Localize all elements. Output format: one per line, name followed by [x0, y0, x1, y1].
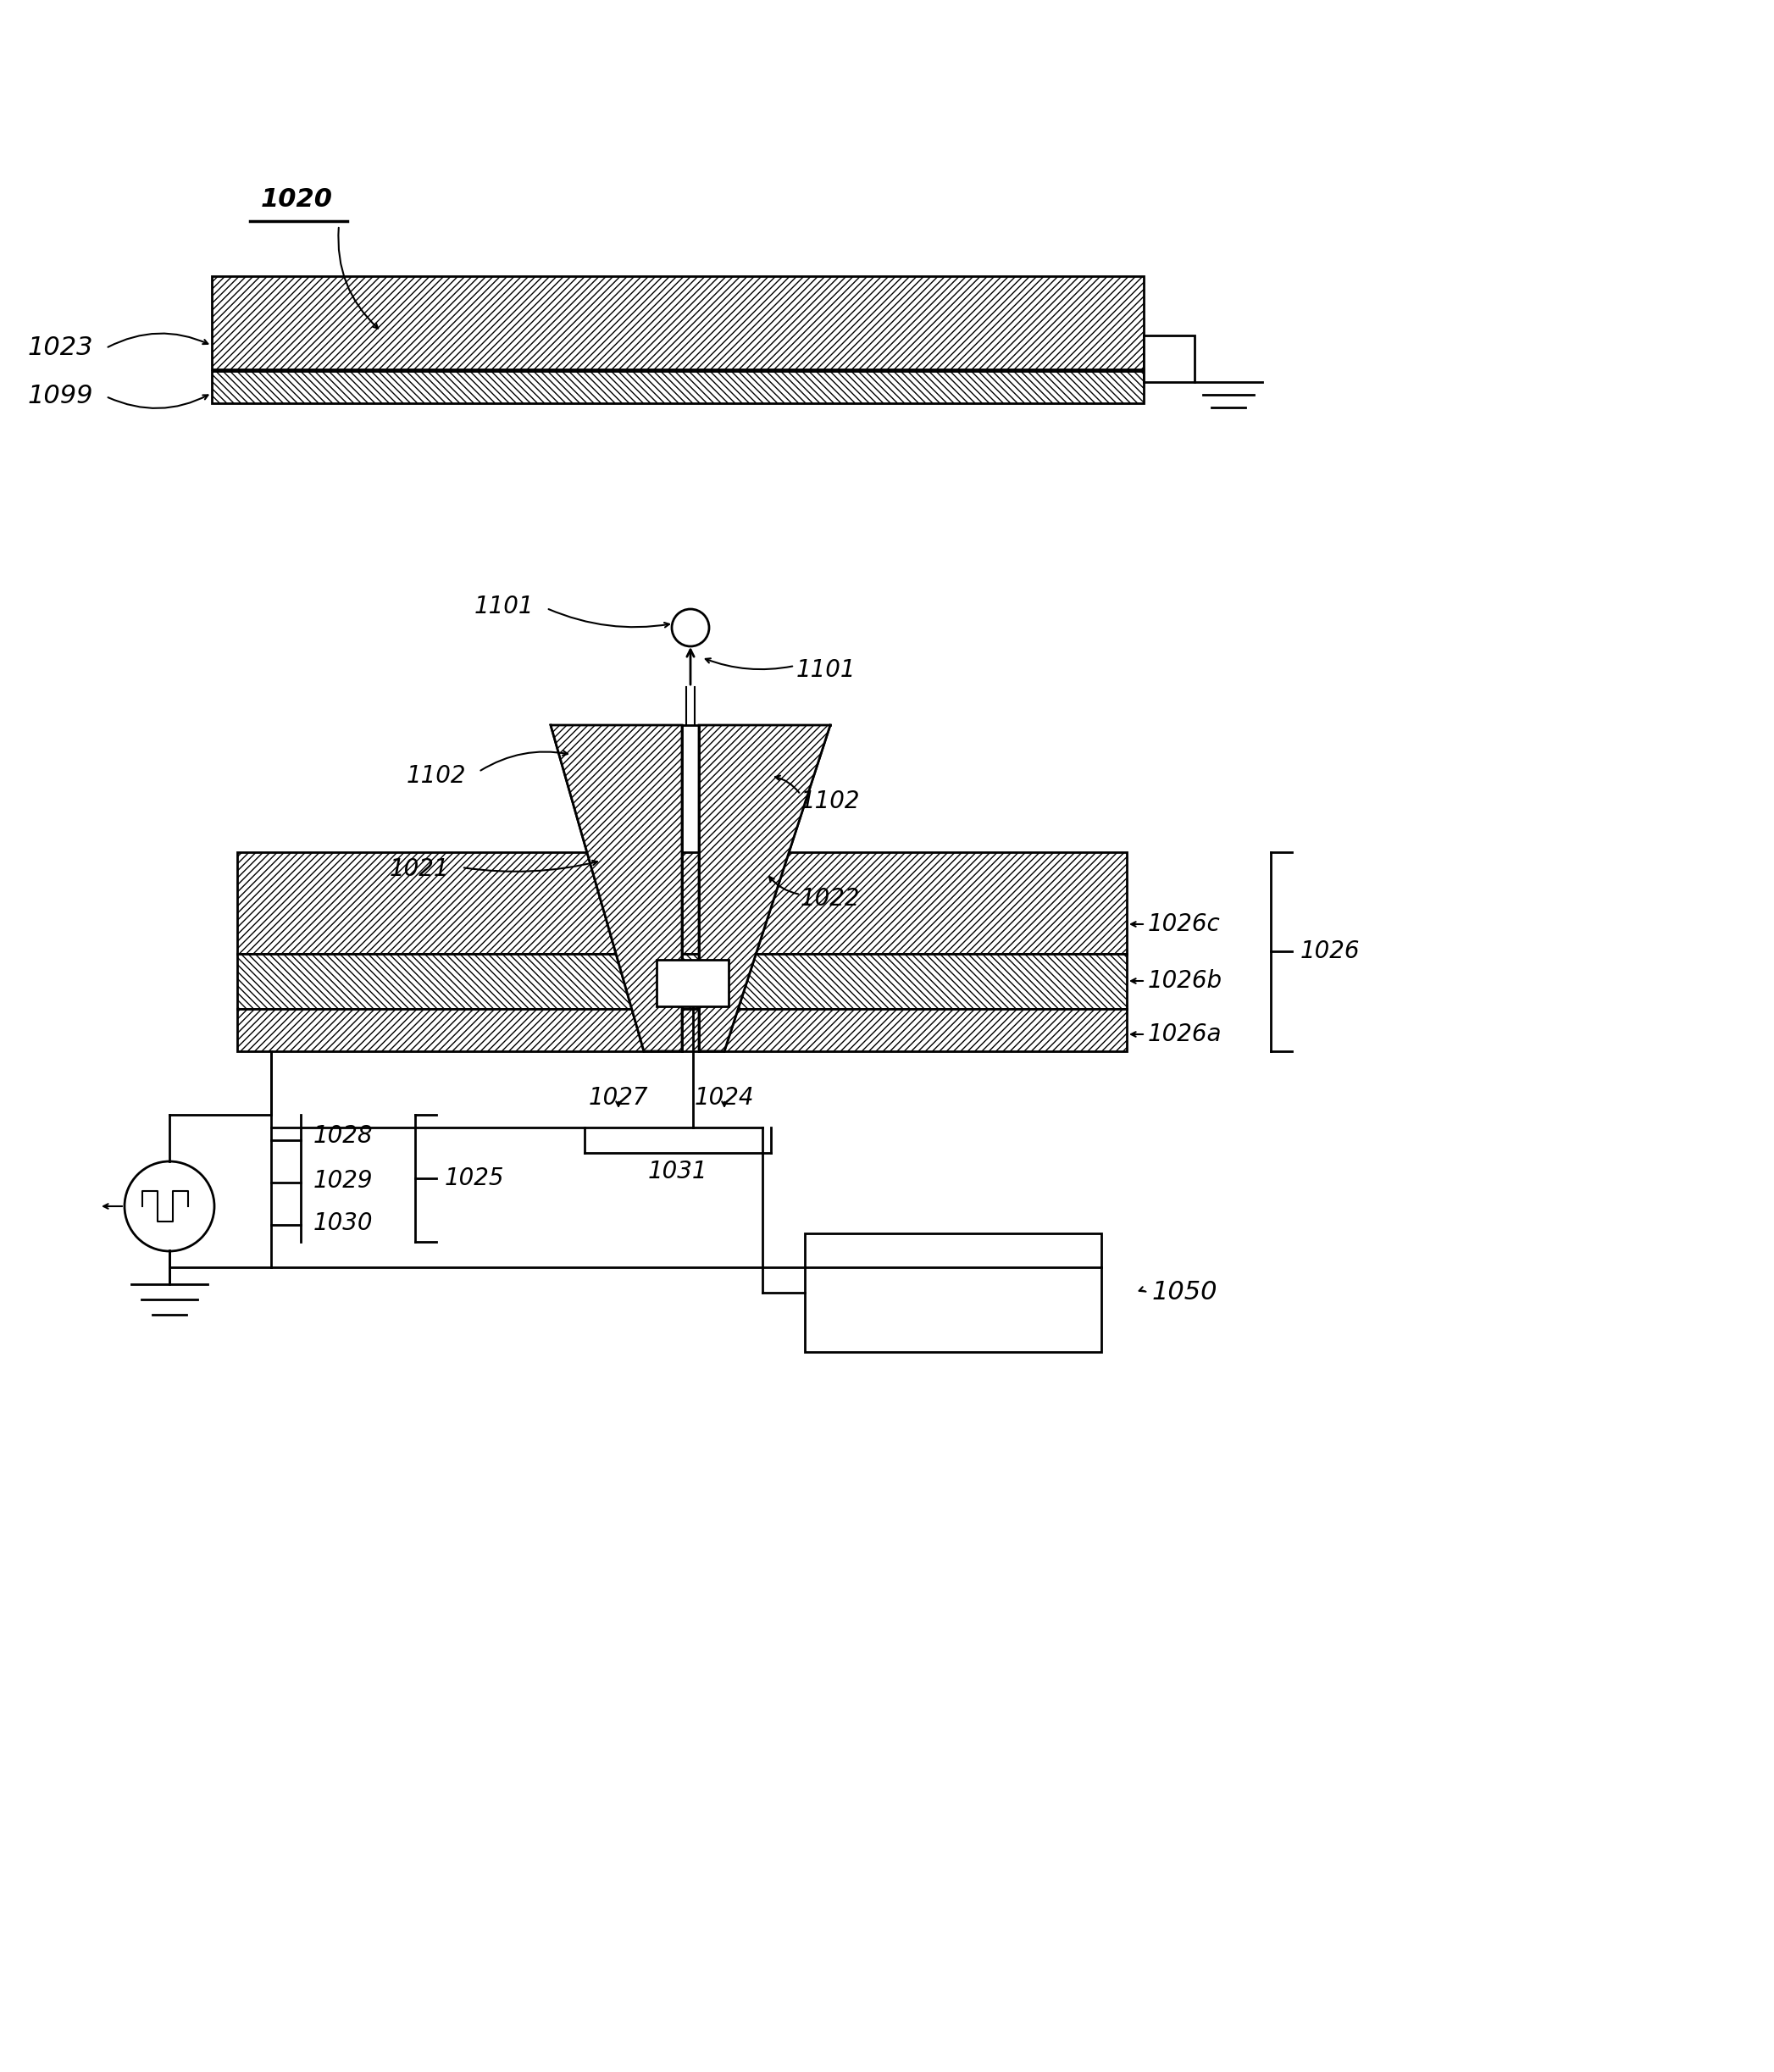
- Bar: [211, 371, 1144, 404]
- Text: 1031: 1031: [648, 1160, 708, 1183]
- Text: 1028: 1028: [314, 1125, 373, 1148]
- Text: 1030: 1030: [314, 1212, 373, 1235]
- Text: 1102: 1102: [406, 765, 467, 787]
- Text: 1020: 1020: [261, 189, 332, 211]
- Text: 1027: 1027: [589, 1086, 648, 1111]
- Text: 1022: 1022: [800, 887, 860, 910]
- Text: 1101: 1101: [474, 595, 534, 617]
- Bar: [238, 852, 1126, 953]
- Polygon shape: [550, 725, 681, 1051]
- Text: 1023: 1023: [28, 336, 94, 361]
- Text: 1021: 1021: [389, 858, 449, 881]
- Text: 1050: 1050: [1151, 1280, 1217, 1305]
- Bar: [656, 959, 729, 1007]
- Bar: [238, 1009, 1126, 1051]
- Text: 1025: 1025: [445, 1167, 504, 1189]
- Text: 1026b: 1026b: [1148, 970, 1222, 992]
- Text: 1029: 1029: [314, 1169, 373, 1193]
- Text: 1026a: 1026a: [1148, 1021, 1222, 1046]
- Text: 1026: 1026: [1300, 941, 1361, 963]
- Text: 1101: 1101: [797, 659, 857, 682]
- Polygon shape: [699, 725, 830, 1051]
- Text: 1026c: 1026c: [1148, 912, 1221, 937]
- Text: 1024: 1024: [694, 1086, 754, 1111]
- Bar: [1144, 336, 1194, 381]
- Bar: [211, 276, 1144, 369]
- Bar: [238, 953, 1126, 1009]
- Text: 1102: 1102: [800, 789, 860, 812]
- Bar: [805, 1233, 1102, 1351]
- Text: 1099: 1099: [28, 383, 94, 408]
